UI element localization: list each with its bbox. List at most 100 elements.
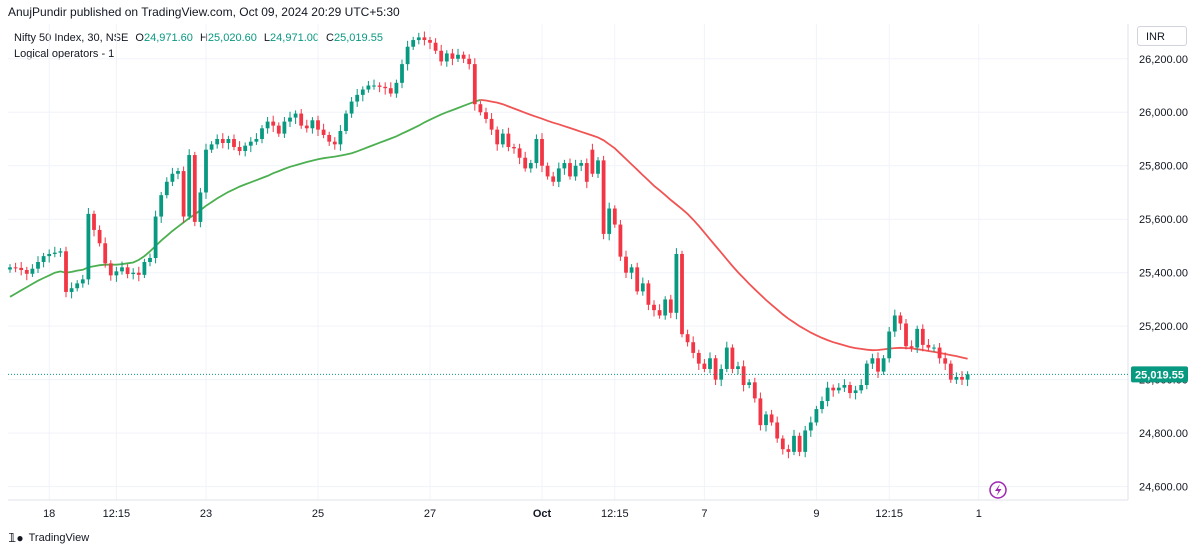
candle-body xyxy=(450,53,455,59)
candle-body xyxy=(293,113,298,118)
candle-body xyxy=(517,148,522,158)
candle-body xyxy=(629,267,634,273)
candle-body xyxy=(299,113,304,126)
candle-body xyxy=(786,449,791,452)
candle-body xyxy=(489,118,494,130)
candle-body xyxy=(775,422,780,439)
candle-body xyxy=(86,213,91,280)
indicator-title[interactable]: Logical operators - 1 xyxy=(14,48,115,60)
currency-button[interactable]: INR xyxy=(1137,26,1187,46)
candle-body xyxy=(64,251,68,292)
x-tick-label: 1 xyxy=(976,508,982,520)
last-price: 25,019.55 xyxy=(8,366,1188,383)
candle-body xyxy=(551,176,556,182)
brand-name: TradingView xyxy=(28,532,90,544)
candle-body xyxy=(108,263,113,276)
candle-body xyxy=(831,387,836,391)
candle-body xyxy=(187,155,192,217)
candles xyxy=(8,31,970,459)
symbol-title[interactable]: Nifty 50 Index, 30, NSE xyxy=(14,32,129,44)
open-value: 24,971.60 xyxy=(143,32,193,44)
candle-body xyxy=(271,121,276,126)
x-tick-label: 18 xyxy=(43,508,55,520)
candle-body xyxy=(960,376,964,380)
x-tick-label: 27 xyxy=(424,508,436,520)
candle-body xyxy=(870,358,875,364)
candle-body xyxy=(640,283,645,292)
candle-body xyxy=(153,216,158,258)
candle-body xyxy=(148,257,152,262)
candle-body xyxy=(366,85,371,90)
candle-body xyxy=(937,347,942,359)
candle-body xyxy=(355,94,360,102)
candle-body xyxy=(596,160,600,174)
candle-body xyxy=(747,382,752,386)
ma-line xyxy=(480,99,968,360)
candle-body xyxy=(159,195,164,217)
candle-body xyxy=(741,366,746,386)
candle-body xyxy=(433,42,438,51)
candle-body xyxy=(573,165,578,177)
candle-body xyxy=(663,299,668,316)
close-label: C xyxy=(326,32,334,44)
candle-body xyxy=(635,267,640,292)
candle-body xyxy=(652,304,656,311)
candle-body xyxy=(887,331,892,359)
candle-body xyxy=(136,272,141,275)
candle-body xyxy=(590,149,595,174)
candle-body xyxy=(657,310,662,316)
x-tick-label: 12:15 xyxy=(875,508,903,520)
candle-body xyxy=(428,40,432,43)
candle-body xyxy=(310,120,315,129)
candle-body xyxy=(708,358,712,369)
candle-body xyxy=(439,50,444,62)
candle-body xyxy=(624,256,628,273)
time-axis: 18 12:15 23 25 27 Oct 12:15 7 9 12:15 1 xyxy=(43,508,982,520)
candle-body xyxy=(265,121,270,129)
candle-body xyxy=(304,125,309,129)
candle-body xyxy=(198,192,203,222)
candle-body xyxy=(243,145,248,152)
candle-body xyxy=(75,283,80,289)
candle-body xyxy=(853,390,858,394)
candle-body xyxy=(164,181,169,196)
candle-body xyxy=(803,430,808,452)
lightning-icon[interactable] xyxy=(989,481,1007,499)
candle-body xyxy=(904,323,908,347)
candle-body xyxy=(752,382,757,399)
candle-body xyxy=(685,334,690,343)
candle-body xyxy=(41,256,46,262)
candle-body xyxy=(92,213,96,230)
candle-body xyxy=(674,253,679,313)
candle-body xyxy=(170,173,175,182)
x-tick-label: 12:15 xyxy=(103,508,131,520)
tradingview-logo-icon[interactable]: 𝟙● xyxy=(8,531,24,545)
y-tick-label: 25,600.00 xyxy=(1139,214,1188,226)
candle-body xyxy=(618,224,623,257)
candle-body xyxy=(568,163,572,177)
open-label: O xyxy=(135,32,144,44)
candle-body xyxy=(506,133,511,148)
candle-body xyxy=(248,141,253,146)
candle-body xyxy=(601,160,606,234)
moving-average xyxy=(9,99,968,360)
candle-body xyxy=(125,267,130,275)
candle-body xyxy=(820,401,824,410)
candle-body xyxy=(220,138,225,143)
candle-body xyxy=(215,138,220,145)
candle-body xyxy=(562,163,567,169)
candle-body xyxy=(142,262,147,275)
y-tick-label: 26,200.00 xyxy=(1139,54,1188,66)
candle-body xyxy=(948,363,953,380)
candle-body xyxy=(920,328,925,345)
candle-body xyxy=(254,138,259,142)
ma-line xyxy=(9,99,481,298)
candle-body xyxy=(668,299,673,313)
x-tick-label: 7 xyxy=(701,508,707,520)
candle-body xyxy=(411,40,416,47)
candle-body xyxy=(192,155,197,222)
candle-body xyxy=(724,347,729,369)
candle-body xyxy=(478,104,483,113)
x-tick-label: 9 xyxy=(813,508,819,520)
